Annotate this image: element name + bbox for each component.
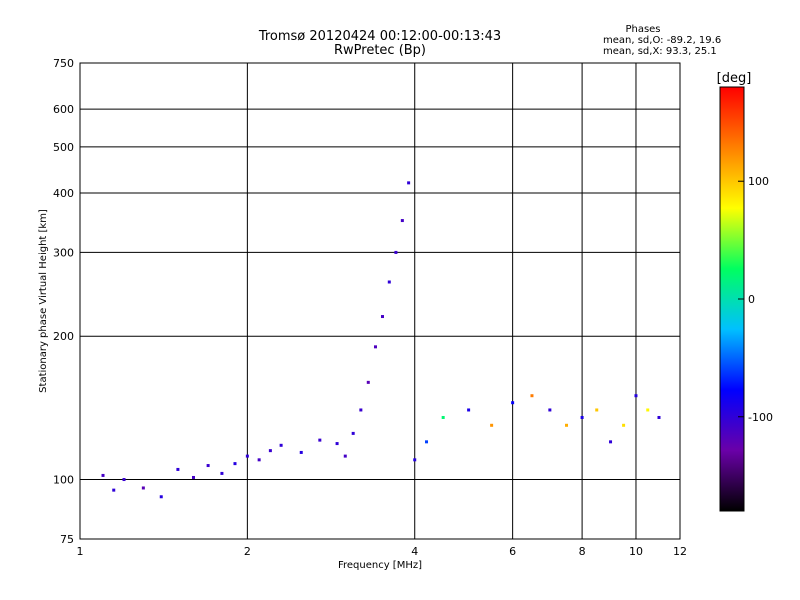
data-point: [335, 442, 339, 446]
x-axis-label: Frequency [MHz]: [338, 560, 422, 571]
data-point: [318, 438, 322, 442]
data-point: [595, 408, 599, 412]
x-tick-label: 1: [77, 545, 84, 558]
data-point: [467, 408, 471, 412]
data-point: [268, 449, 272, 453]
data-point: [359, 408, 363, 412]
x-tick-label: 10: [629, 545, 643, 558]
data-point: [233, 462, 237, 466]
data-point: [548, 408, 552, 412]
y-tick-label: 600: [53, 103, 74, 116]
data-point: [112, 488, 116, 492]
data-point: [245, 454, 249, 458]
data-point: [122, 478, 126, 482]
grid-lines: [80, 63, 680, 539]
data-point: [407, 181, 411, 185]
y-tick-label: 750: [53, 57, 74, 70]
data-point: [257, 458, 261, 462]
y-tick-label: 100: [53, 474, 74, 487]
data-point: [580, 415, 584, 419]
data-point: [634, 394, 638, 398]
data-point: [351, 431, 355, 435]
x-tick-label: 2: [244, 545, 251, 558]
data-point: [622, 423, 626, 427]
y-tick-label: 500: [53, 141, 74, 154]
x-tick-label: 4: [411, 545, 418, 558]
plot-frame: [79, 62, 681, 540]
y-tick-label: 400: [53, 187, 74, 200]
data-point: [609, 440, 613, 444]
y-tick-label: 200: [53, 330, 74, 343]
chart-title: Tromsø 20120424 00:12:00-00:13:43: [258, 29, 501, 44]
data-point: [191, 475, 195, 479]
phases-line-o: mean, sd,O: -89.2, 19.6: [603, 35, 721, 46]
data-point: [511, 401, 515, 405]
data-point: [373, 345, 377, 349]
data-point: [413, 458, 417, 462]
colorbar-ticks: 100 0 -100: [738, 175, 773, 424]
y-axis-label: Stationary phase Virtual Height [km]: [38, 209, 49, 393]
data-point: [141, 486, 145, 490]
phases-heading: Phases: [625, 24, 660, 35]
data-point: [206, 464, 210, 468]
data-point: [279, 443, 283, 447]
y-tick-label: 75: [60, 533, 74, 546]
data-point: [387, 280, 391, 284]
data-point: [441, 415, 445, 419]
chart-subtitle: RwPretec (Bp): [334, 43, 426, 58]
data-point: [490, 423, 494, 427]
x-tick-label: 12: [673, 545, 687, 558]
data-point: [657, 415, 661, 419]
data-point: [646, 408, 650, 412]
data-point: [394, 250, 398, 254]
data-point: [565, 423, 569, 427]
y-tick-label: 300: [53, 246, 74, 259]
x-tick-label: 8: [579, 545, 586, 558]
data-point: [425, 440, 429, 444]
data-point: [159, 495, 163, 499]
data-point: [220, 471, 224, 475]
phases-line-x: mean, sd,X: 93.3, 25.1: [603, 46, 717, 57]
data-point: [101, 473, 105, 477]
colorbar-label: [deg]: [717, 71, 752, 86]
data-points: [101, 181, 661, 499]
data-point: [343, 454, 347, 458]
colorbar-tick-label: 0: [748, 293, 755, 306]
colorbar-tick-label: 100: [748, 175, 769, 188]
data-point: [299, 450, 303, 454]
data-point: [530, 394, 534, 398]
data-point: [400, 219, 404, 223]
data-point: [176, 467, 180, 471]
data-point: [366, 380, 370, 384]
x-tick-label: 6: [509, 545, 516, 558]
data-point: [380, 315, 384, 319]
colorbar-tick-label: -100: [748, 411, 773, 424]
